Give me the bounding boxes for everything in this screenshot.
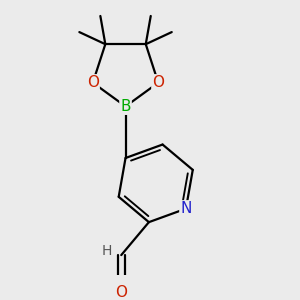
Text: O: O — [152, 75, 164, 90]
Text: N: N — [180, 201, 192, 216]
Text: B: B — [120, 99, 131, 114]
Text: O: O — [87, 75, 99, 90]
Text: O: O — [115, 285, 127, 300]
Text: H: H — [102, 244, 112, 258]
